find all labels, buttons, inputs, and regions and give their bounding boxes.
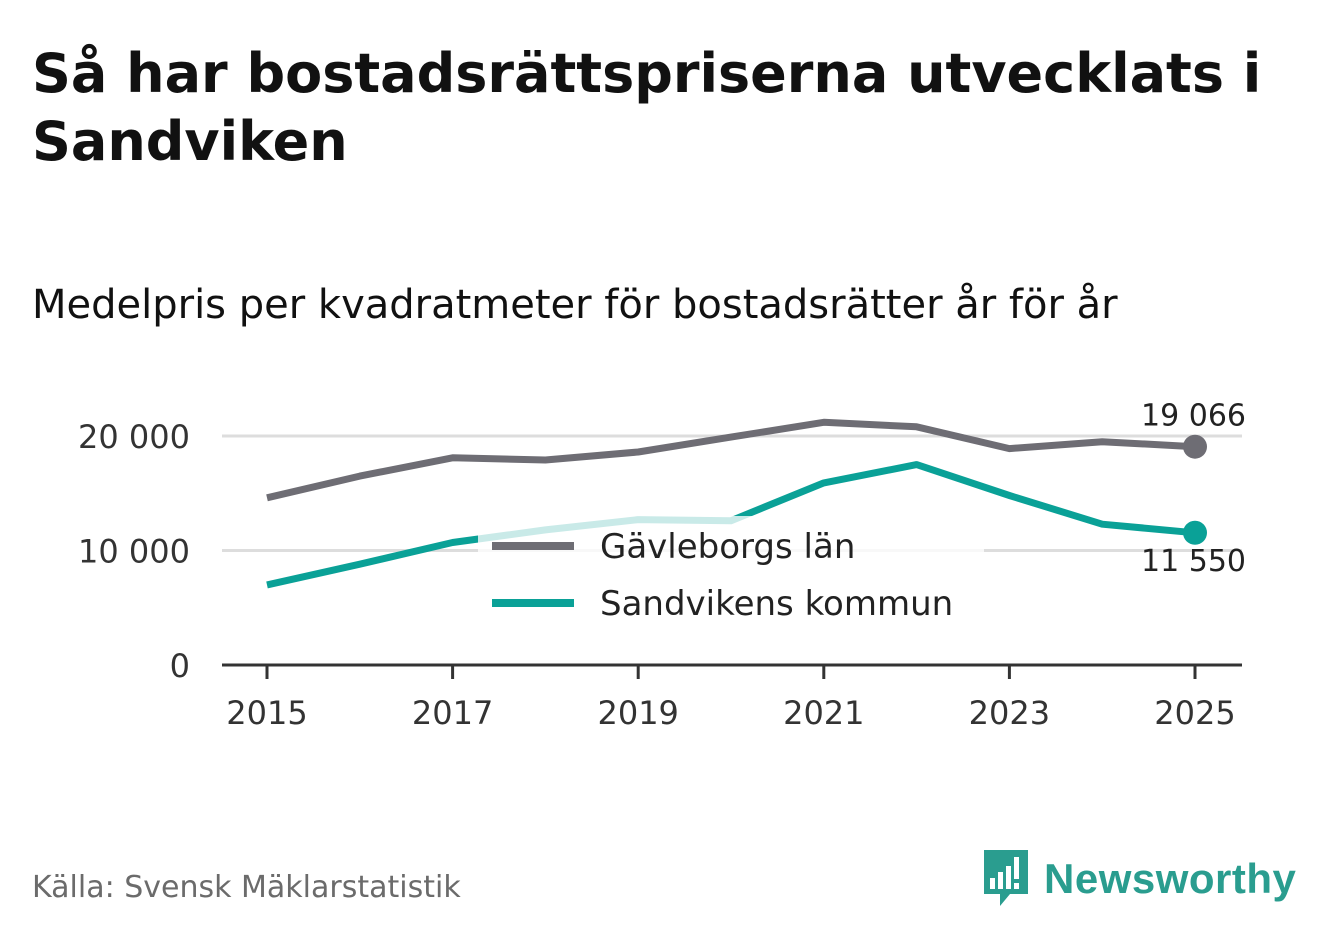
chart-title: Så har bostadsrättspriserna utvecklats i… [32,42,1262,173]
brand-logo[interactable]: Newsworthy [980,848,1296,910]
chart-subtitle: Medelpris per kvadratmeter för bostadsrä… [32,282,1118,328]
legend-label-gavleborgs: Gävleborgs län [600,527,855,567]
data-point-sandviken-2021 [821,480,827,486]
source-note: Källa: Svensk Mäklarstatistik [32,870,461,905]
data-point-sandviken-2023 [1006,493,1012,499]
y-tick-label-0: 0 [170,647,190,685]
value-labels: 19 066 11 550 [1141,399,1246,579]
x-tick-label-2019: 2019 [597,694,678,732]
data-point-gavleborgs-2021 [821,419,827,425]
data-point-sandviken-2016 [357,561,363,567]
x-axis-ticks: 2015 2017 2019 2021 2023 2025 [226,665,1236,732]
end-value-label-gavleborgs: 19 066 [1141,399,1246,434]
x-tick-label-2017: 2017 [412,694,493,732]
end-value-label-sandviken: 11 550 [1141,544,1246,579]
data-point-sandviken-2015 [264,582,270,588]
end-point-sandviken [1183,520,1207,545]
data-point-gavleborgs-2023 [1006,446,1012,452]
data-point-gavleborgs-2024 [1099,439,1105,445]
x-tick-label-2025: 2025 [1154,694,1235,732]
data-point-gavleborgs-2017 [450,455,456,461]
end-point-gavleborgs [1183,434,1207,459]
series-line-gavleborgs-lan [266,418,1196,502]
data-point-sandviken-2024 [1099,521,1105,527]
data-point-sandviken-2022 [914,462,920,468]
data-point-gavleborgs-2018 [542,457,548,463]
x-tick-label-2015: 2015 [226,694,307,732]
y-axis-ticks: 0 10 000 20 000 [78,418,190,685]
data-point-gavleborgs-2015 [264,495,270,501]
newsworthy-logo-icon [984,850,1028,906]
legend-label-sandviken: Sandvikens kommun [600,584,953,624]
data-point-gavleborgs-2016 [357,473,363,479]
data-point-sandviken-2017 [450,539,456,545]
y-tick-label-20000: 20 000 [78,418,190,456]
legend-background [478,516,984,634]
data-point-gavleborgs-2019 [635,449,641,455]
data-point-gavleborgs-2022 [914,424,920,430]
legend: Gävleborgs län Sandvikens kommun [492,527,953,624]
brand-name: Newsworthy [1044,855,1297,902]
x-tick-label-2023: 2023 [969,694,1050,732]
y-tick-label-10000: 10 000 [78,533,190,571]
x-tick-label-2021: 2021 [783,694,864,732]
data-point-gavleborgs-2020 [728,434,734,440]
